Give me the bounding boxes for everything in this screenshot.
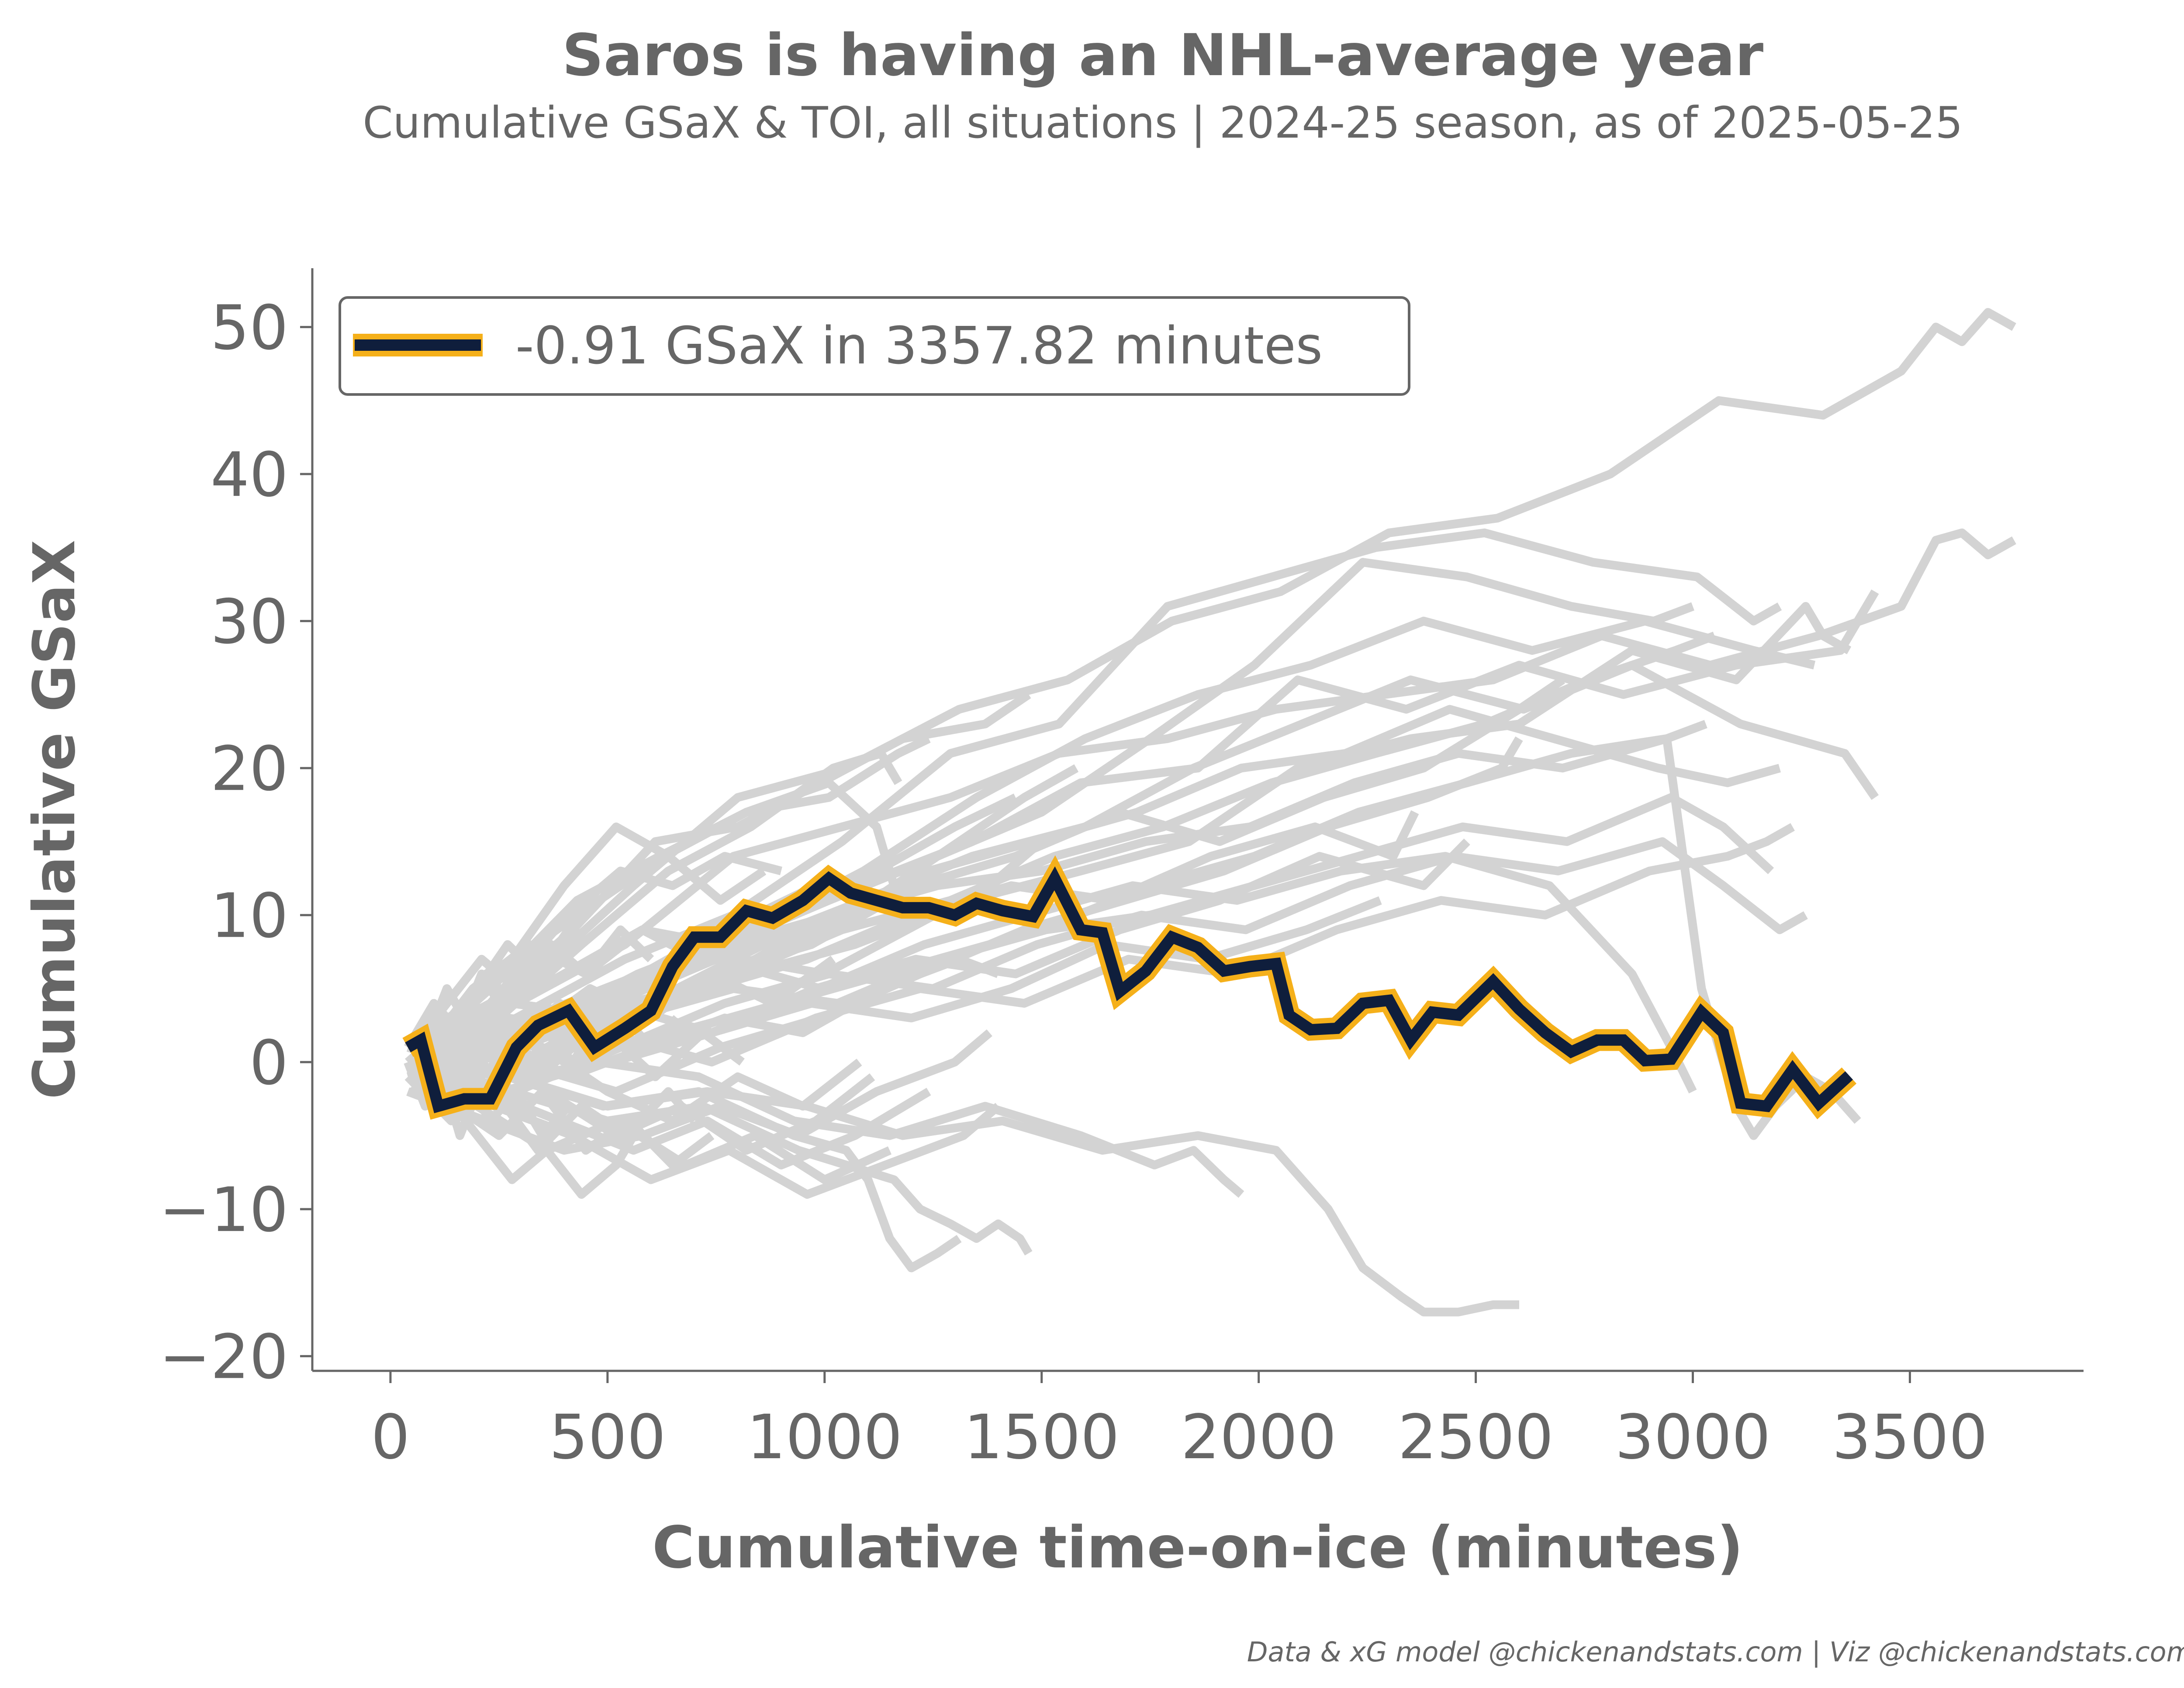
x-tick-label: 3500 <box>1832 1402 1987 1473</box>
background-series-line <box>405 955 836 1051</box>
background-series-line <box>414 999 681 1081</box>
highlight-series-line <box>405 866 1853 1114</box>
x-tick-label: 2500 <box>1398 1402 1553 1473</box>
background-series-group <box>404 308 2016 1317</box>
background-series-line <box>409 1013 862 1125</box>
background-series-line <box>415 1043 875 1155</box>
background-series-line <box>411 852 1697 1094</box>
background-series-line <box>409 852 782 1080</box>
y-tick-label: 10 <box>211 881 288 952</box>
background-series-line <box>414 616 1816 1096</box>
highlight-series-group <box>402 855 1857 1120</box>
y-tick-label: 20 <box>211 733 288 805</box>
y-tick-label: −10 <box>159 1175 288 1246</box>
legend-frame <box>339 296 1410 396</box>
y-tick-label: 50 <box>211 293 288 364</box>
legend-entry-label: -0.91 GSaX in 3357.82 minutes <box>515 315 1323 376</box>
y-axis-ticks: −20 −10 0 10 20 30 40 50 <box>159 293 312 1393</box>
x-axis-ticks: 0 500 1000 1500 2000 2500 3000 3500 <box>371 1371 1988 1473</box>
x-tick-label: 2000 <box>1181 1402 1336 1473</box>
background-series-line <box>411 1043 962 1273</box>
y-tick-label: −20 <box>159 1321 288 1393</box>
x-tick-label: 0 <box>371 1402 410 1473</box>
chart-title: Saros is having an NHL-average year <box>562 22 1763 89</box>
y-tick-label: 0 <box>249 1027 288 1099</box>
y-tick-label: 40 <box>211 439 288 511</box>
x-tick-label: 3000 <box>1615 1402 1770 1473</box>
background-series-line <box>404 1060 482 1140</box>
x-tick-label: 1000 <box>747 1402 902 1473</box>
x-axis-title: Cumulative time-on-ice (minutes) <box>652 1514 1743 1581</box>
y-axis-title: Cumulative GSaX <box>21 540 88 1100</box>
background-series-line <box>409 308 2016 1066</box>
background-series-line <box>413 897 602 1079</box>
x-tick-label: 500 <box>549 1402 666 1473</box>
background-series-line <box>410 838 1470 1096</box>
legend: -0.91 GSaX in 3357.82 minutes <box>339 296 1410 396</box>
credit-text: Data & xG model @chickenandstats.com | V… <box>1247 1636 2184 1668</box>
x-tick-label: 1500 <box>964 1402 1120 1473</box>
chart-subtitle: Cumulative GSaX & TOI, all situations | … <box>363 98 1963 148</box>
y-tick-label: 30 <box>211 587 288 658</box>
